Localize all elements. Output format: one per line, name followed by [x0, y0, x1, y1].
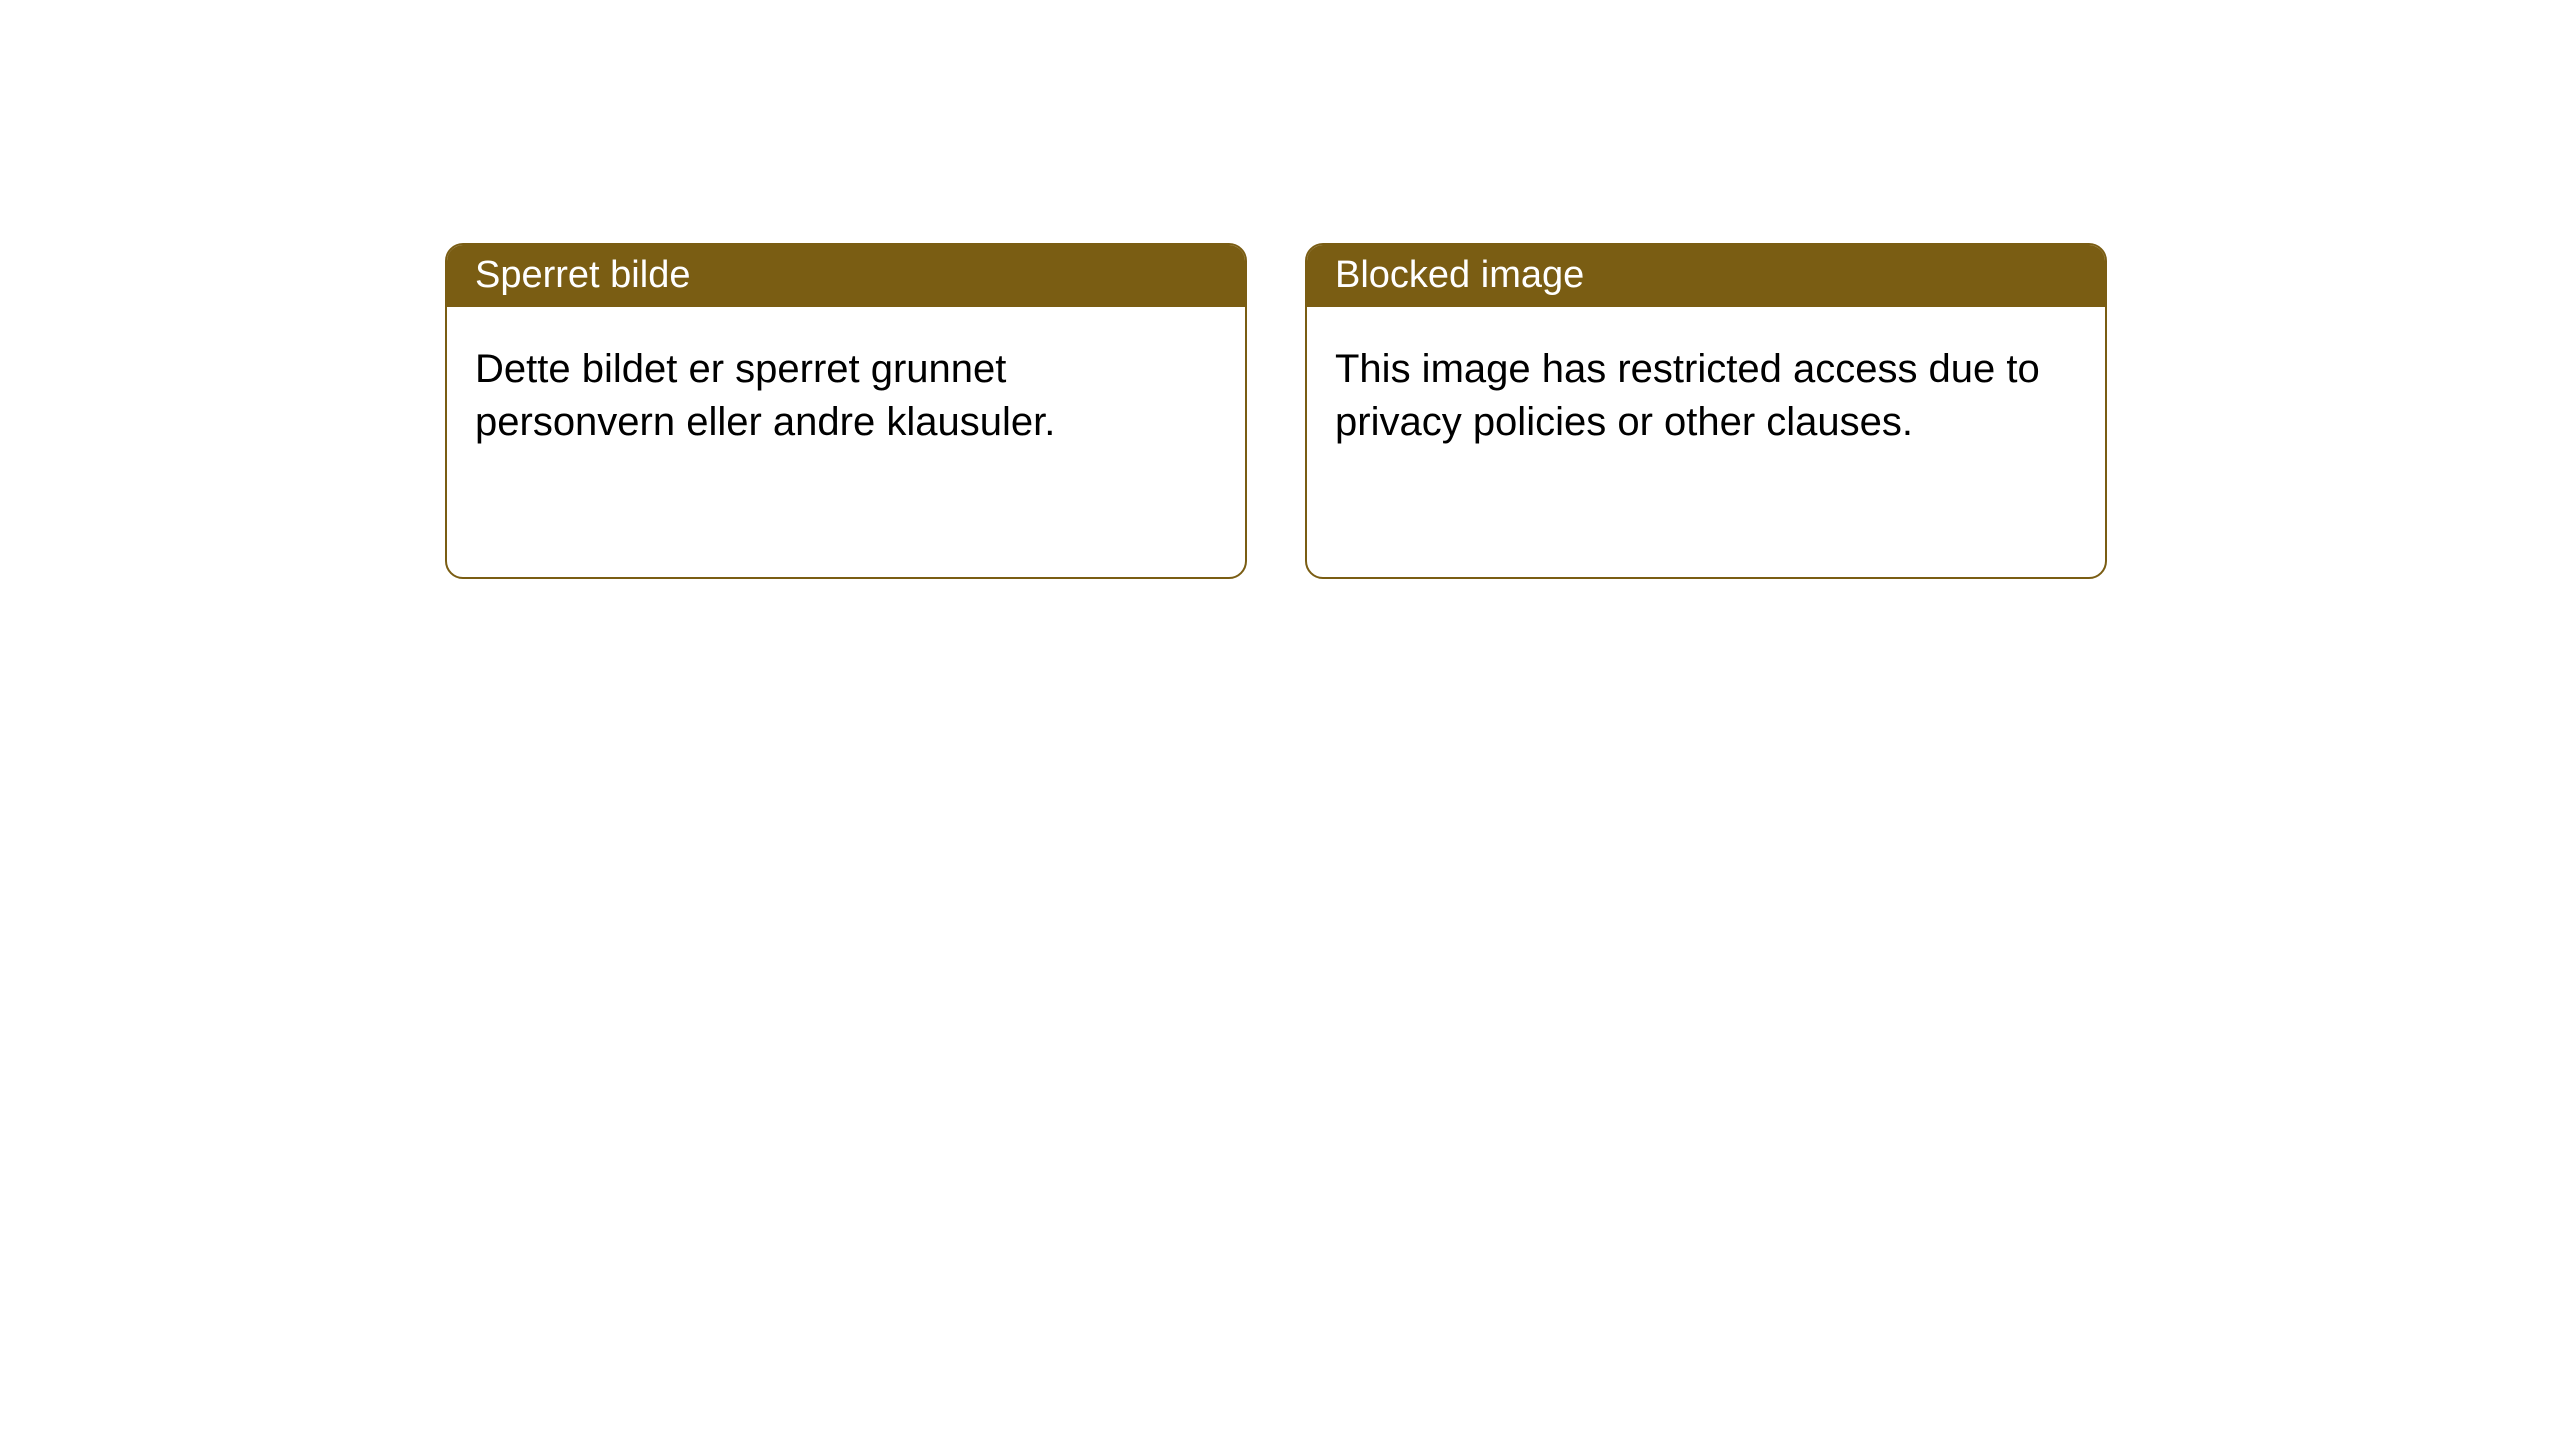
card-body-text: Dette bildet er sperret grunnet personve… — [475, 347, 1055, 444]
card-body-text: This image has restricted access due to … — [1335, 347, 2040, 444]
card-body: Dette bildet er sperret grunnet personve… — [447, 307, 1245, 577]
notice-cards-container: Sperret bilde Dette bildet er sperret gr… — [0, 0, 2560, 579]
notice-card-english: Blocked image This image has restricted … — [1305, 243, 2107, 579]
card-title: Sperret bilde — [475, 254, 690, 296]
notice-card-norwegian: Sperret bilde Dette bildet er sperret gr… — [445, 243, 1247, 579]
card-title: Blocked image — [1335, 254, 1584, 296]
card-header: Blocked image — [1307, 245, 2105, 307]
card-body: This image has restricted access due to … — [1307, 307, 2105, 577]
card-header: Sperret bilde — [447, 245, 1245, 307]
